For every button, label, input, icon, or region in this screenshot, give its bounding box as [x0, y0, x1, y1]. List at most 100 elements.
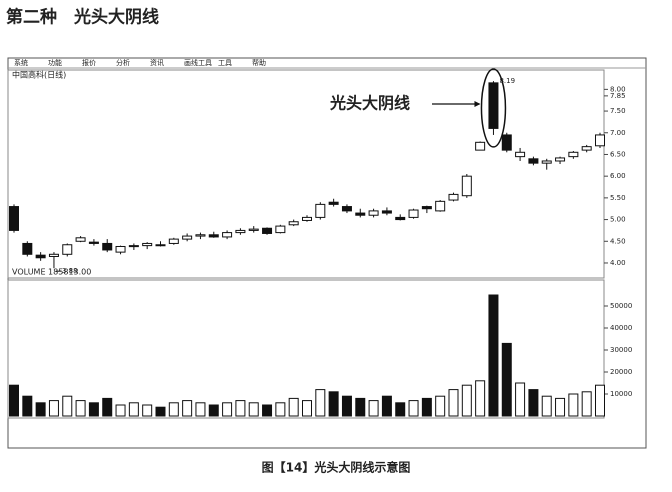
- candle-body: [128, 245, 139, 248]
- candle-body: [75, 237, 86, 242]
- screenshot-frame: [7, 57, 647, 449]
- volume-bar: [128, 402, 139, 417]
- menu-item: 系统: [14, 58, 28, 67]
- candle-body: [528, 158, 539, 164]
- max-marker: 8.19: [499, 77, 515, 85]
- candle-body: [568, 151, 579, 158]
- candle-body: [355, 212, 366, 216]
- menu-item: 帮助: [252, 58, 266, 67]
- volume-bar: [222, 402, 233, 417]
- candle-body: [448, 193, 459, 201]
- candle-body: [115, 245, 126, 253]
- menu-item: 画线工具: [184, 58, 212, 67]
- volume-tick-label: 50000: [610, 302, 632, 310]
- volume-bar: [235, 400, 246, 417]
- volume-bar: [568, 393, 579, 417]
- volume-indicator: VOLUME 185813.00: [12, 268, 91, 277]
- candle-body: [488, 82, 499, 129]
- volume-bar: [182, 400, 193, 417]
- candle-body: [461, 175, 472, 197]
- volume-bar: [9, 384, 19, 417]
- candle-body: [275, 225, 286, 234]
- volume-bar: [395, 402, 406, 417]
- volume-bar: [461, 384, 472, 417]
- volume-bar: [288, 397, 299, 417]
- volume-bar: [262, 404, 273, 417]
- candle-body: [595, 134, 605, 147]
- y-tick-label: 6.50: [610, 150, 626, 158]
- candle-body: [328, 201, 339, 205]
- volume-bar: [195, 402, 206, 417]
- volume-bar: [355, 397, 366, 417]
- volume-bar: [48, 400, 59, 417]
- stock-label: 中国高科(日线): [12, 70, 66, 80]
- volume-bar: [515, 382, 526, 417]
- y-tick-label: 4.00: [610, 259, 626, 267]
- y-tick-label: 7.85: [610, 92, 626, 100]
- volume-bar: [208, 404, 219, 417]
- candle-body: [248, 228, 259, 231]
- volume-bar: [315, 389, 326, 417]
- volume-bar: [408, 400, 419, 417]
- volume-bar: [595, 384, 605, 417]
- volume-tick-label: 30000: [610, 346, 632, 354]
- candle-body: [142, 242, 153, 247]
- candle-body: [395, 216, 406, 221]
- menu-item: 资讯: [150, 58, 164, 67]
- volume-bar: [168, 402, 179, 417]
- candle-body: [421, 206, 432, 210]
- menu-item: 功能: [48, 58, 62, 67]
- candle-body: [368, 210, 379, 216]
- highlight-ellipse: [480, 68, 507, 148]
- volume-bar: [488, 294, 499, 417]
- candle-body: [62, 244, 73, 255]
- min-marker: 3.88: [62, 267, 78, 275]
- candle-body: [408, 209, 419, 218]
- menu-item: 分析: [116, 58, 130, 67]
- candle-body: [222, 232, 233, 238]
- volume-bar: [88, 402, 99, 417]
- candle-body: [288, 221, 299, 226]
- candle-body: [9, 206, 19, 231]
- volume-tick-label: 20000: [610, 368, 632, 376]
- candle-body: [22, 242, 33, 255]
- candle-body: [541, 160, 552, 164]
- volume-bar: [555, 397, 566, 417]
- caption: 图【14】光头大阴线示意图: [262, 460, 411, 475]
- volume-bar: [275, 402, 286, 417]
- volume-bar: [501, 342, 512, 417]
- annotation: 光头大阴线: [329, 94, 410, 113]
- candle-body: [48, 253, 59, 257]
- arrow-head: [474, 101, 481, 108]
- candle-body: [435, 200, 446, 212]
- volume-bar: [421, 397, 432, 417]
- y-tick-label: 4.50: [610, 237, 626, 245]
- page-header: 第二种 光头大阴线: [6, 7, 159, 28]
- candle-body: [88, 241, 99, 244]
- candle-body: [102, 242, 113, 251]
- volume-bar: [448, 389, 459, 417]
- volume-bar: [35, 402, 46, 417]
- candle-body: [515, 151, 526, 158]
- menu-item: 工具: [218, 59, 232, 67]
- y-tick-label: 6.00: [610, 172, 626, 180]
- volume-bar: [302, 400, 312, 417]
- volume-bar: [328, 391, 339, 417]
- candle-body: [302, 216, 312, 221]
- volume-bar: [368, 400, 379, 417]
- volume-bar: [248, 402, 259, 417]
- y-tick-label: 8.00: [610, 85, 626, 93]
- y-tick-label: 7.00: [610, 129, 626, 137]
- candle-body: [581, 146, 592, 151]
- candle-body: [475, 141, 486, 151]
- volume-bar: [155, 406, 166, 417]
- candle-body: [208, 234, 219, 238]
- candle-body: [501, 134, 512, 151]
- volume-bar: [381, 395, 392, 417]
- volume-bar: [22, 395, 33, 417]
- volume-bar: [475, 380, 486, 417]
- candle-body: [35, 254, 46, 259]
- volume-bar: [62, 395, 73, 417]
- y-tick-label: 7.50: [610, 107, 626, 115]
- price-panel: [7, 69, 605, 279]
